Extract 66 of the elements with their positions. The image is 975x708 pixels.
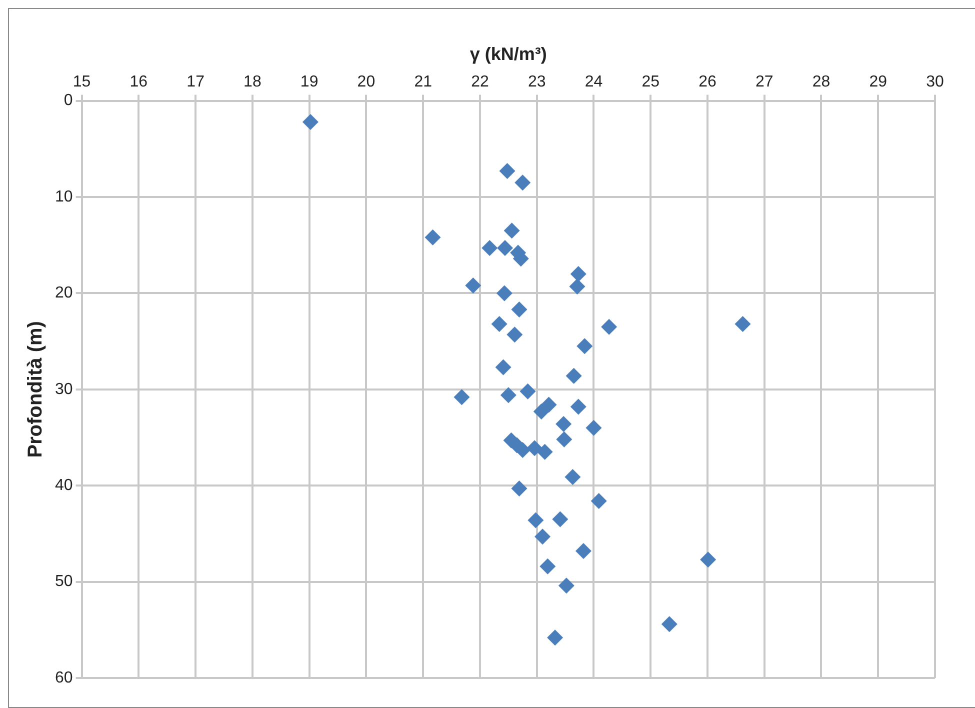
y-tick-label: 10 [55,188,73,206]
point [570,266,586,282]
point [526,440,543,456]
point [424,229,441,246]
x-tick-label: 16 [130,74,148,91]
point [564,468,581,485]
point [556,416,572,432]
point [495,359,512,376]
x-tick-label: 23 [528,74,546,91]
x-tick-label: 26 [698,74,716,91]
point [601,318,618,335]
point [506,326,523,343]
x-tick-label: 30 [926,74,944,91]
x-tick-label: 19 [300,74,318,91]
x-tick-label: 18 [244,74,262,91]
point [586,420,602,436]
point [534,528,551,545]
y-tick-label: 0 [64,92,73,110]
x-tick-label: 29 [869,74,888,91]
point [556,431,572,448]
point [533,404,550,420]
point [491,316,508,332]
point [700,552,716,568]
point [570,398,586,415]
point [540,558,556,574]
point [558,578,574,594]
point [496,285,512,302]
point [576,338,593,354]
point [590,492,607,509]
y-tick-label: 30 [55,380,73,398]
point [566,368,582,384]
y-tick-label: 20 [55,284,73,302]
point [552,511,568,528]
x-tick-label: 24 [584,74,603,91]
point [536,444,553,460]
point [496,240,513,256]
x-tick-label: 20 [357,74,376,91]
x-tick-label: 27 [755,74,774,91]
point [500,387,516,404]
point [454,389,470,406]
point [734,316,751,332]
point [547,630,564,646]
point [511,480,528,496]
x-tick-label: 17 [186,74,205,91]
point [514,174,531,191]
x-axis-title: γ (kN/m³) [470,44,547,64]
y-tick-label: 40 [55,477,73,494]
x-tick-label: 21 [414,74,432,91]
x-tick-label: 22 [471,74,489,91]
point [504,222,520,239]
y-tick-label: 60 [55,669,73,686]
point [575,543,592,560]
point [661,616,678,632]
x-tick-label: 25 [642,74,660,91]
point [511,302,528,318]
point [465,278,482,294]
y-axis-title: Profondità (m) [24,321,47,458]
point [482,240,498,256]
point [528,512,544,528]
x-tick-label: 15 [72,74,91,91]
point [302,114,318,130]
y-tick-label: 50 [55,573,73,590]
point [520,383,536,400]
point [499,163,516,180]
point [569,278,586,294]
x-tick-label: 28 [812,74,830,91]
